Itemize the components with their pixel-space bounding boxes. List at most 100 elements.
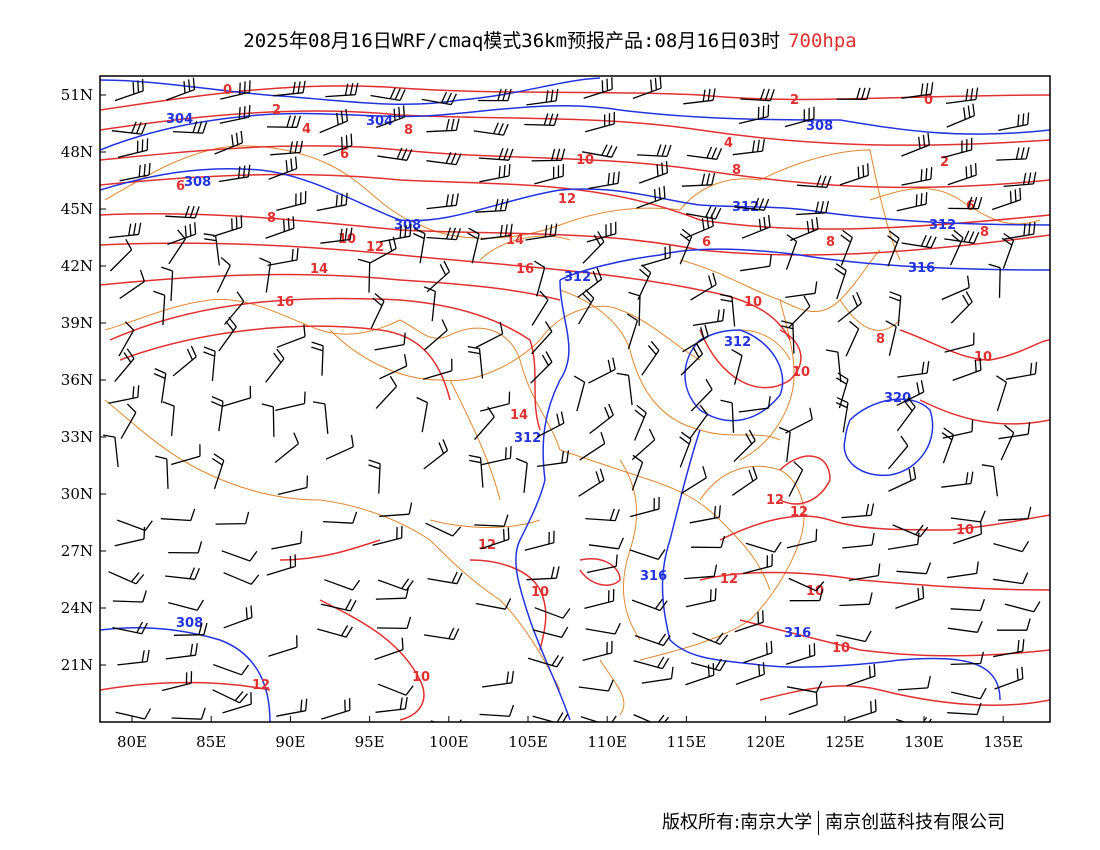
- wind-barb: [277, 475, 309, 496]
- wind-barb: [994, 666, 1024, 690]
- wind-barb: [426, 260, 450, 293]
- wind-barb: [375, 586, 410, 600]
- wind-barb: [468, 454, 484, 488]
- wind-barb: [218, 164, 251, 183]
- wind-barb: [221, 550, 258, 562]
- copyright-footer: 版权所有:南京大学 南京创蓝科技有限公司: [662, 808, 1005, 835]
- wind-barb: [311, 341, 324, 376]
- wind-barb: [731, 349, 743, 385]
- wind-barb: [578, 289, 595, 325]
- wind-barb: [482, 670, 515, 688]
- wind-barb: [733, 429, 756, 463]
- temp-label: 12: [478, 538, 496, 553]
- wind-barb: [119, 269, 146, 300]
- wind-barb: [836, 372, 849, 409]
- temp-label: 10: [576, 153, 594, 168]
- wind-barb: [531, 148, 566, 162]
- wind-barb: [475, 198, 509, 213]
- temp-label: 12: [720, 572, 738, 587]
- height-label: 316: [908, 261, 935, 276]
- wind-barb: [379, 502, 413, 517]
- wind-barb: [637, 144, 672, 158]
- wind-barb: [785, 234, 798, 270]
- wind-barb: [426, 118, 460, 133]
- wind-barb: [738, 396, 771, 413]
- wind-barb: [379, 354, 408, 380]
- wind-barb: [950, 229, 964, 266]
- wind-barb: [684, 564, 718, 580]
- wind-barb: [637, 264, 652, 300]
- height-label: 316: [640, 569, 667, 584]
- wind-barb: [778, 426, 791, 462]
- wind-barb: [526, 88, 559, 106]
- temp-label: 4: [724, 136, 733, 151]
- height-label: 312: [514, 431, 541, 446]
- wind-barb: [213, 663, 250, 676]
- wind-barb: [685, 663, 715, 686]
- wind-barb: [515, 457, 528, 493]
- temp-label: 10: [792, 365, 810, 380]
- wind-barb: [477, 88, 512, 102]
- temperature-labels: 0 2 4 6 8 10 12 14 16 12 10 8 6 4 2 0 2 …: [176, 83, 992, 693]
- lat-label: 21N: [61, 656, 93, 674]
- temp-label: 8: [826, 235, 835, 250]
- height-label: 312: [929, 218, 956, 233]
- wind-barb: [588, 537, 624, 550]
- wind-barb: [220, 80, 251, 100]
- wind-barb: [685, 206, 722, 220]
- wind-barb: [589, 403, 614, 435]
- wind-barb: [942, 419, 974, 439]
- wind-barb: [224, 291, 245, 325]
- temp-label: 2: [940, 155, 949, 170]
- wind-barb: [631, 428, 656, 461]
- wind-barb: [375, 696, 408, 713]
- wind-barb: [641, 666, 674, 684]
- wind-barb: [218, 316, 237, 352]
- wind-barb: [165, 567, 201, 580]
- wind-barb: [467, 227, 480, 264]
- wind-barb: [265, 348, 285, 383]
- wind-barb: [682, 324, 709, 353]
- wind-barb: [740, 254, 772, 272]
- temp-label: 12: [790, 505, 808, 520]
- wind-barb: [689, 404, 709, 439]
- wind-barb: [638, 160, 669, 184]
- wind-barb: [836, 87, 871, 101]
- wind-barb: [901, 82, 934, 99]
- wind-barb: [993, 639, 1025, 658]
- wind-barb: [845, 320, 860, 357]
- wind-barb: [895, 586, 925, 610]
- wind-barb: [423, 286, 436, 322]
- wind-barb: [480, 391, 511, 412]
- copyright-left: 版权所有:南京大学: [662, 812, 813, 833]
- wind-barb: [530, 351, 553, 384]
- wind-barb: [573, 375, 586, 412]
- wind-barb: [426, 152, 462, 166]
- wind-barb: [788, 461, 804, 497]
- wind-barb: [478, 147, 514, 161]
- lon-label: 110E: [587, 733, 627, 751]
- wind-barb: [275, 391, 306, 412]
- wind-barb: [785, 281, 818, 299]
- wind-barb: [111, 121, 147, 135]
- wind-barb: [641, 340, 660, 376]
- wind-barb: [108, 385, 140, 404]
- lon-label: 105E: [508, 733, 548, 751]
- wind-barb: [266, 554, 297, 576]
- lon-label: 135E: [983, 733, 1023, 751]
- wind-barb: [689, 505, 721, 524]
- temp-label: 4: [302, 122, 311, 137]
- wind-barb: [885, 320, 897, 356]
- wind-barb: [276, 698, 308, 717]
- wind-barb: [273, 80, 306, 97]
- temp-label: 10: [412, 670, 430, 685]
- wind-barb: [325, 82, 359, 98]
- wind-barb: [479, 704, 515, 717]
- height-label: 304: [166, 112, 193, 127]
- wind-barb: [219, 105, 251, 124]
- wind-barb: [475, 598, 512, 610]
- wind-barb: [579, 431, 606, 461]
- temp-label: 8: [267, 211, 276, 226]
- wind-barb: [534, 260, 546, 297]
- wind-barb: [582, 640, 613, 662]
